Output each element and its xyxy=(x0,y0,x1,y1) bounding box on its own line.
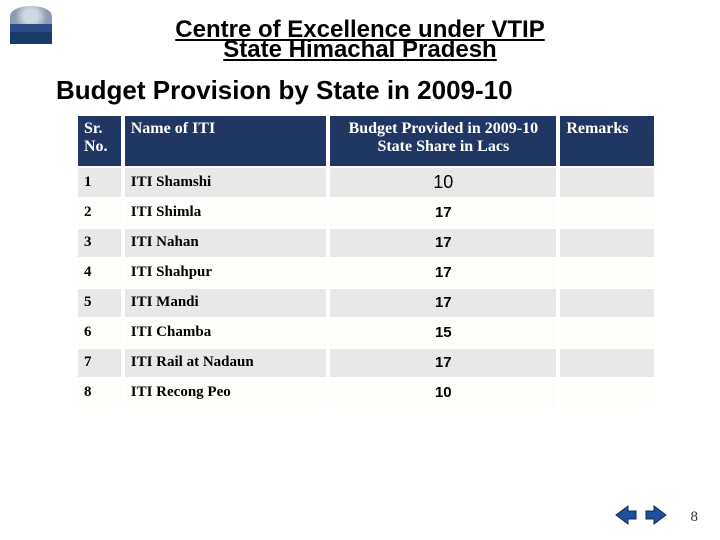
slide-title: Centre of Excellence under VTIP State Hi… xyxy=(0,0,720,61)
col-header-budget: Budget Provided in 2009-10 State Share i… xyxy=(330,116,556,166)
cell-remarks xyxy=(560,229,654,257)
col-header-name: Name of ITI xyxy=(125,116,327,166)
state-emblem-logo xyxy=(10,6,52,46)
cell-budget: 10 xyxy=(330,168,556,197)
prev-slide-button[interactable] xyxy=(614,504,638,526)
cell-sr: 4 xyxy=(78,259,121,287)
cell-name: ITI Rail at Nadaun xyxy=(125,349,327,377)
cell-remarks xyxy=(560,289,654,317)
cell-name: ITI Shimla xyxy=(125,199,327,227)
arrow-left-icon xyxy=(614,504,638,526)
cell-budget: 17 xyxy=(330,259,556,287)
arrow-right-icon xyxy=(644,504,668,526)
cell-sr: 5 xyxy=(78,289,121,317)
cell-sr: 2 xyxy=(78,199,121,227)
col-header-sr: Sr. No. xyxy=(78,116,121,166)
cell-sr: 3 xyxy=(78,229,121,257)
page-number: 8 xyxy=(691,509,699,526)
cell-remarks xyxy=(560,168,654,197)
cell-remarks xyxy=(560,349,654,377)
table-row: 6ITI Chamba15 xyxy=(78,319,654,347)
cell-name: ITI Shahpur xyxy=(125,259,327,287)
cell-name: ITI Shamshi xyxy=(125,168,327,197)
cell-sr: 6 xyxy=(78,319,121,347)
budget-table: Sr. No. Name of ITI Budget Provided in 2… xyxy=(74,114,658,409)
cell-name: ITI Chamba xyxy=(125,319,327,347)
col-header-remarks: Remarks xyxy=(560,116,654,166)
cell-budget: 17 xyxy=(330,199,556,227)
table-row: 4ITI Shahpur17 xyxy=(78,259,654,287)
cell-sr: 8 xyxy=(78,379,121,407)
table-row: 7ITI Rail at Nadaun17 xyxy=(78,349,654,377)
table-row: 8ITI Recong Peo10 xyxy=(78,379,654,407)
cell-sr: 7 xyxy=(78,349,121,377)
table-row: 2ITI Shimla17 xyxy=(78,199,654,227)
table-row: 3ITI Nahan17 xyxy=(78,229,654,257)
arrow-right-shape xyxy=(646,506,666,524)
cell-budget: 17 xyxy=(330,229,556,257)
cell-name: ITI Nahan xyxy=(125,229,327,257)
cell-budget: 17 xyxy=(330,289,556,317)
slide-subtitle: Budget Provision by State in 2009-10 xyxy=(0,61,720,114)
cell-name: ITI Mandi xyxy=(125,289,327,317)
title-line-2: State Himachal Pradesh xyxy=(0,40,720,60)
arrow-left-shape xyxy=(616,506,636,524)
cell-name: ITI Recong Peo xyxy=(125,379,327,407)
cell-remarks xyxy=(560,319,654,347)
nav-arrows xyxy=(614,504,668,526)
next-slide-button[interactable] xyxy=(644,504,668,526)
cell-sr: 1 xyxy=(78,168,121,197)
cell-remarks xyxy=(560,259,654,287)
cell-remarks xyxy=(560,199,654,227)
table-row: 5ITI Mandi17 xyxy=(78,289,654,317)
cell-budget: 15 xyxy=(330,319,556,347)
cell-budget: 10 xyxy=(330,379,556,407)
cell-remarks xyxy=(560,379,654,407)
cell-budget: 17 xyxy=(330,349,556,377)
table-header-row: Sr. No. Name of ITI Budget Provided in 2… xyxy=(78,116,654,166)
table-row: 1ITI Shamshi10 xyxy=(78,168,654,197)
